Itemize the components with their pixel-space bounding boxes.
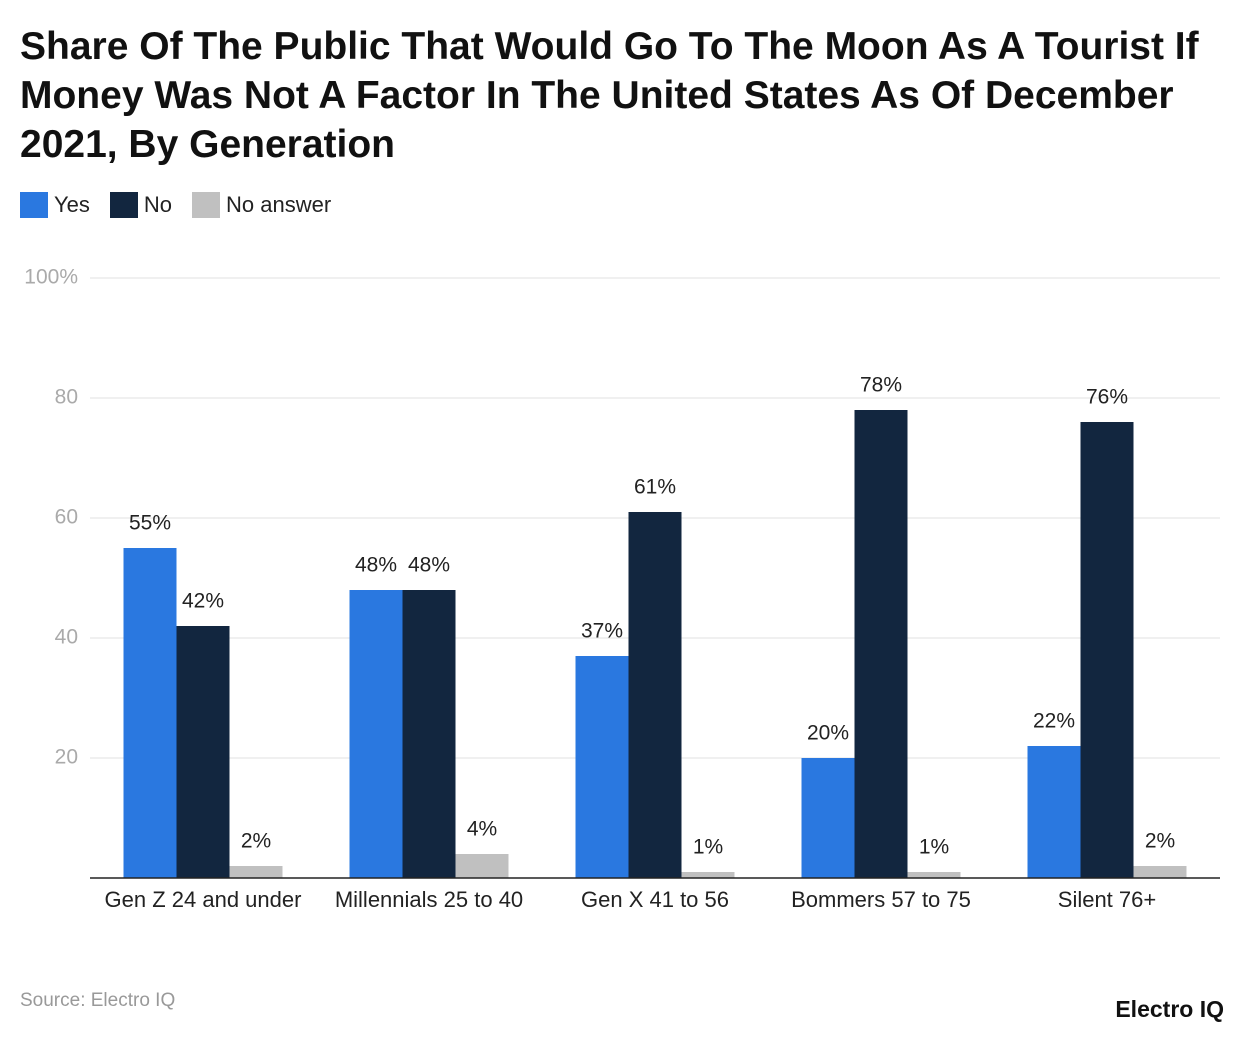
- bar: [907, 872, 961, 878]
- data-label: 2%: [1145, 830, 1175, 853]
- legend-item: No answer: [192, 192, 331, 218]
- data-label: 37%: [581, 620, 623, 643]
- chart-title: Share Of The Public That Would Go To The…: [20, 25, 1199, 166]
- data-label: 22%: [1033, 710, 1075, 733]
- y-tick-label: 100%: [24, 266, 78, 289]
- x-tick-label: Millennials 25 to 40: [334, 887, 524, 912]
- data-label: 20%: [807, 722, 849, 745]
- x-tick-label-box: Millennials 25 to 40: [334, 887, 524, 912]
- legend-swatch: [20, 192, 48, 218]
- bar: [123, 548, 177, 878]
- data-label: 48%: [408, 554, 450, 577]
- legend-swatch: [109, 192, 138, 218]
- data-label: 55%: [129, 512, 171, 535]
- x-tick-label-box: Gen X 41 to 56: [581, 887, 729, 912]
- legend-label: No answer: [226, 192, 332, 217]
- bar: [455, 854, 509, 878]
- bar: [1080, 422, 1134, 878]
- bar: [801, 758, 855, 878]
- x-tick-label: Silent 76+: [1057, 887, 1157, 912]
- data-label: 42%: [182, 590, 224, 613]
- y-tick-label: 60: [55, 506, 78, 529]
- data-label: 4%: [467, 818, 497, 841]
- bar: [229, 866, 283, 878]
- y-tick-label: 20: [55, 746, 78, 769]
- bar: [349, 590, 403, 878]
- data-label: 1%: [919, 836, 949, 859]
- y-tick-label: 80: [55, 386, 78, 409]
- legend-item: No: [109, 192, 173, 218]
- legend-item: Yes: [20, 192, 90, 218]
- legend-label: Yes: [54, 192, 90, 217]
- data-label: 2%: [241, 830, 271, 853]
- data-label: 61%: [634, 476, 676, 499]
- x-tick-label-box: Bommers 57 to 75: [791, 887, 971, 912]
- bar: [575, 656, 629, 878]
- source: Source: Electro IQ: [20, 990, 176, 1011]
- x-tick-label-box: Silent 76+: [1057, 887, 1157, 912]
- legend: Yes No No answer: [20, 192, 331, 218]
- x-tick-label: Bommers 57 to 75: [791, 887, 971, 912]
- bar: [1133, 866, 1187, 878]
- data-label: 48%: [355, 554, 397, 577]
- x-tick-label: Gen X 41 to 56: [581, 887, 729, 912]
- bar: [402, 590, 456, 878]
- bar: [681, 872, 735, 878]
- y-tick-label: 40: [55, 626, 78, 649]
- legend-swatch: [192, 192, 221, 218]
- logo: Electro IQ: [1115, 996, 1224, 1022]
- legend-label: No: [143, 192, 173, 217]
- data-label: 1%: [693, 836, 723, 859]
- bar: [176, 626, 230, 878]
- bar: [1027, 746, 1081, 878]
- bar: [854, 410, 908, 878]
- x-tick-label-box: Gen Z 24 and under: [104, 887, 302, 912]
- x-tick-label: Gen Z 24 and under: [104, 887, 302, 912]
- data-label: 78%: [860, 374, 902, 397]
- bar: [628, 512, 682, 878]
- data-label: 76%: [1086, 386, 1128, 409]
